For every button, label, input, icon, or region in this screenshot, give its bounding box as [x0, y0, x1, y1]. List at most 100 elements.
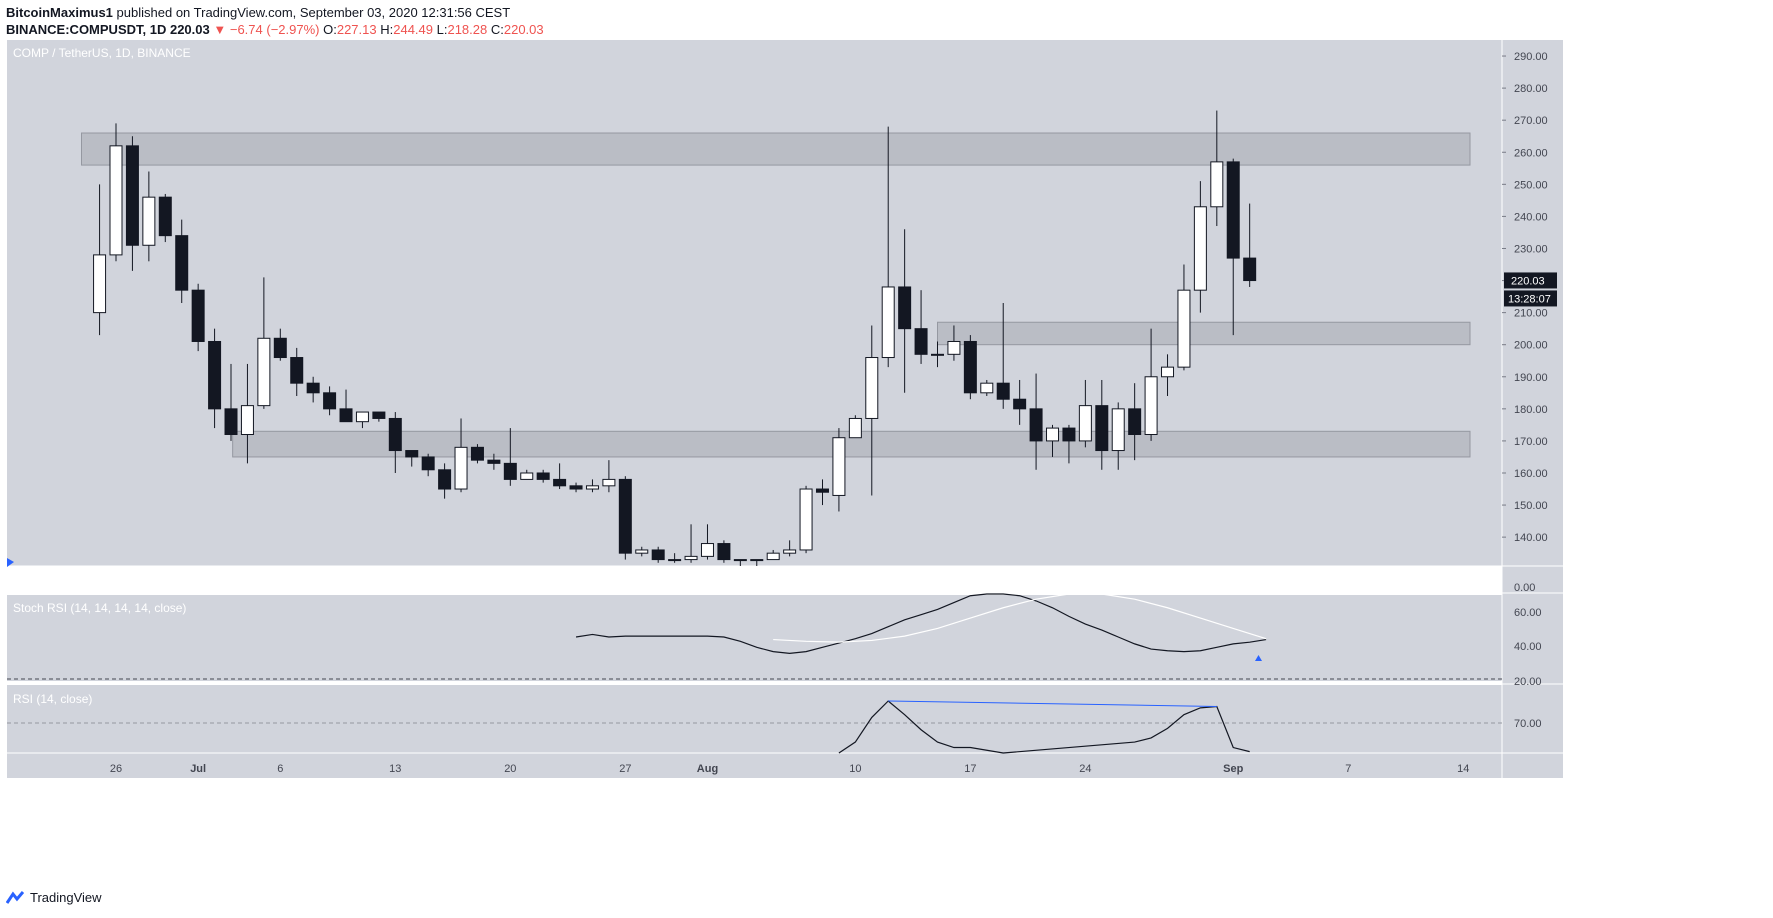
candle-body-21 — [438, 469, 452, 490]
candle-body-35 — [668, 559, 682, 562]
stoch-tick-label-2: 40.00 — [1514, 641, 1542, 653]
time-tick-label-11: 7 — [1345, 763, 1351, 775]
candle-body-52 — [947, 340, 961, 355]
candle-body-55 — [996, 382, 1010, 400]
close-value: 220.03 — [503, 22, 544, 37]
candle-body-27 — [536, 472, 550, 480]
time-tick-label-6: Aug — [697, 763, 718, 775]
candle-body-34 — [651, 549, 665, 561]
candle-body-57 — [1029, 408, 1043, 442]
candle-body-42 — [783, 549, 797, 554]
candle-body-8 — [224, 408, 238, 435]
chart-header: BitcoinMaximus1 published on TradingView… — [6, 4, 544, 38]
price-tick-label-13: 160.00 — [1514, 468, 1548, 480]
price-tick-label-6: 230.00 — [1514, 243, 1548, 255]
candle-body-16 — [355, 411, 369, 423]
candle-body-61 — [1095, 405, 1109, 452]
candle-body-10 — [257, 337, 271, 407]
high-label: H: — [380, 22, 394, 37]
candle-body-17 — [372, 411, 386, 419]
last-price-tag — [1504, 272, 1557, 289]
stoch-cross-icon — [1255, 655, 1262, 661]
sr-zone-1 — [937, 321, 1471, 346]
rsi-pane — [7, 685, 1502, 753]
candle-body-0 — [93, 254, 107, 314]
stoch-tick-label-0: 0.00 — [1514, 582, 1535, 594]
candle-body-7 — [208, 340, 222, 410]
price-tick-label-4: 250.00 — [1514, 179, 1548, 191]
time-tick-label-12: 14 — [1457, 763, 1469, 775]
candle-body-41 — [766, 552, 780, 561]
footer: TradingView — [6, 890, 102, 905]
price-tick-label-11: 180.00 — [1514, 404, 1548, 416]
time-tick-label-1: Jul — [190, 763, 206, 775]
candle-body-49 — [898, 286, 912, 330]
last-price-tag-text: 220.03 — [1511, 275, 1545, 287]
candle-body-33 — [635, 549, 649, 554]
candle-body-56 — [1013, 398, 1027, 410]
candle-body-39 — [733, 559, 747, 562]
time-axis-strip — [7, 753, 1502, 778]
candle-body-48 — [881, 286, 895, 359]
candle-body-1 — [109, 145, 123, 256]
candle-body-51 — [931, 353, 944, 356]
price-tick-label-3: 260.00 — [1514, 147, 1548, 159]
author-name[interactable]: BitcoinMaximus1 — [6, 5, 113, 20]
stoch-tick-label-3: 20.00 — [1514, 676, 1542, 688]
candle-body-5 — [175, 235, 189, 291]
stoch-k-line — [575, 593, 1267, 654]
candle-body-14 — [323, 392, 337, 410]
candle-body-60 — [1078, 405, 1092, 442]
candle-body-23 — [470, 446, 484, 461]
left-marker-icon — [7, 558, 14, 567]
low-label: L: — [436, 22, 448, 37]
price-tick-label-12: 170.00 — [1514, 436, 1548, 448]
stoch-legend: Stoch RSI (14, 14, 14, 14, close) — [13, 601, 186, 615]
price-tick-label-0: 290.00 — [1514, 51, 1548, 63]
high-value: 244.49 — [393, 22, 433, 37]
time-tick-label-7: 10 — [849, 763, 861, 775]
price-tick-label-15: 140.00 — [1514, 532, 1548, 544]
price-tick-label-9: 200.00 — [1514, 340, 1548, 352]
candle-body-11 — [273, 337, 287, 359]
price-tick-label-2: 270.00 — [1514, 115, 1548, 127]
candle-body-40 — [750, 559, 764, 562]
low-value: 218.28 — [447, 22, 488, 37]
tradingview-logo-icon — [6, 890, 24, 904]
candle-body-64 — [1144, 376, 1158, 435]
candle-body-66 — [1177, 289, 1191, 368]
price-pane — [7, 40, 1502, 566]
candle-body-9 — [240, 405, 254, 436]
time-tick-label-4: 20 — [504, 763, 516, 775]
price-tick-label-5: 240.00 — [1514, 211, 1548, 223]
candle-body-54 — [980, 382, 994, 394]
candle-body-13 — [306, 382, 320, 394]
candle-body-70 — [1243, 257, 1257, 282]
candle-body-22 — [454, 446, 468, 490]
rsi-legend: RSI (14, close) — [13, 692, 92, 706]
candle-body-43 — [799, 488, 813, 551]
candle-body-58 — [1046, 427, 1060, 442]
candle-body-68 — [1210, 161, 1224, 208]
candle-body-19 — [405, 450, 419, 458]
candle-body-65 — [1161, 366, 1175, 378]
change-text: −6.74 (−2.97%) — [229, 22, 320, 37]
candle-body-38 — [717, 543, 731, 561]
stoch-pane — [7, 595, 1502, 681]
candle-body-12 — [290, 357, 304, 384]
footer-brand: TradingView — [30, 890, 102, 905]
candle-body-59 — [1062, 427, 1076, 442]
price-tick-label-1: 280.00 — [1514, 83, 1548, 95]
close-label: C: — [490, 22, 504, 37]
price-legend: COMP / TetherUS, 1D, BINANCE — [13, 46, 191, 60]
candle-body-29 — [569, 485, 583, 490]
price-tick-label-8: 210.00 — [1514, 308, 1548, 320]
candle-body-67 — [1193, 206, 1207, 291]
rsi-tick-label-0: 70.00 — [1514, 718, 1542, 730]
open-label: O: — [323, 22, 337, 37]
time-tick-label-10: Sep — [1223, 763, 1243, 775]
time-tick-label-3: 13 — [389, 763, 401, 775]
candle-body-24 — [487, 459, 501, 464]
candle-body-46 — [848, 417, 862, 439]
